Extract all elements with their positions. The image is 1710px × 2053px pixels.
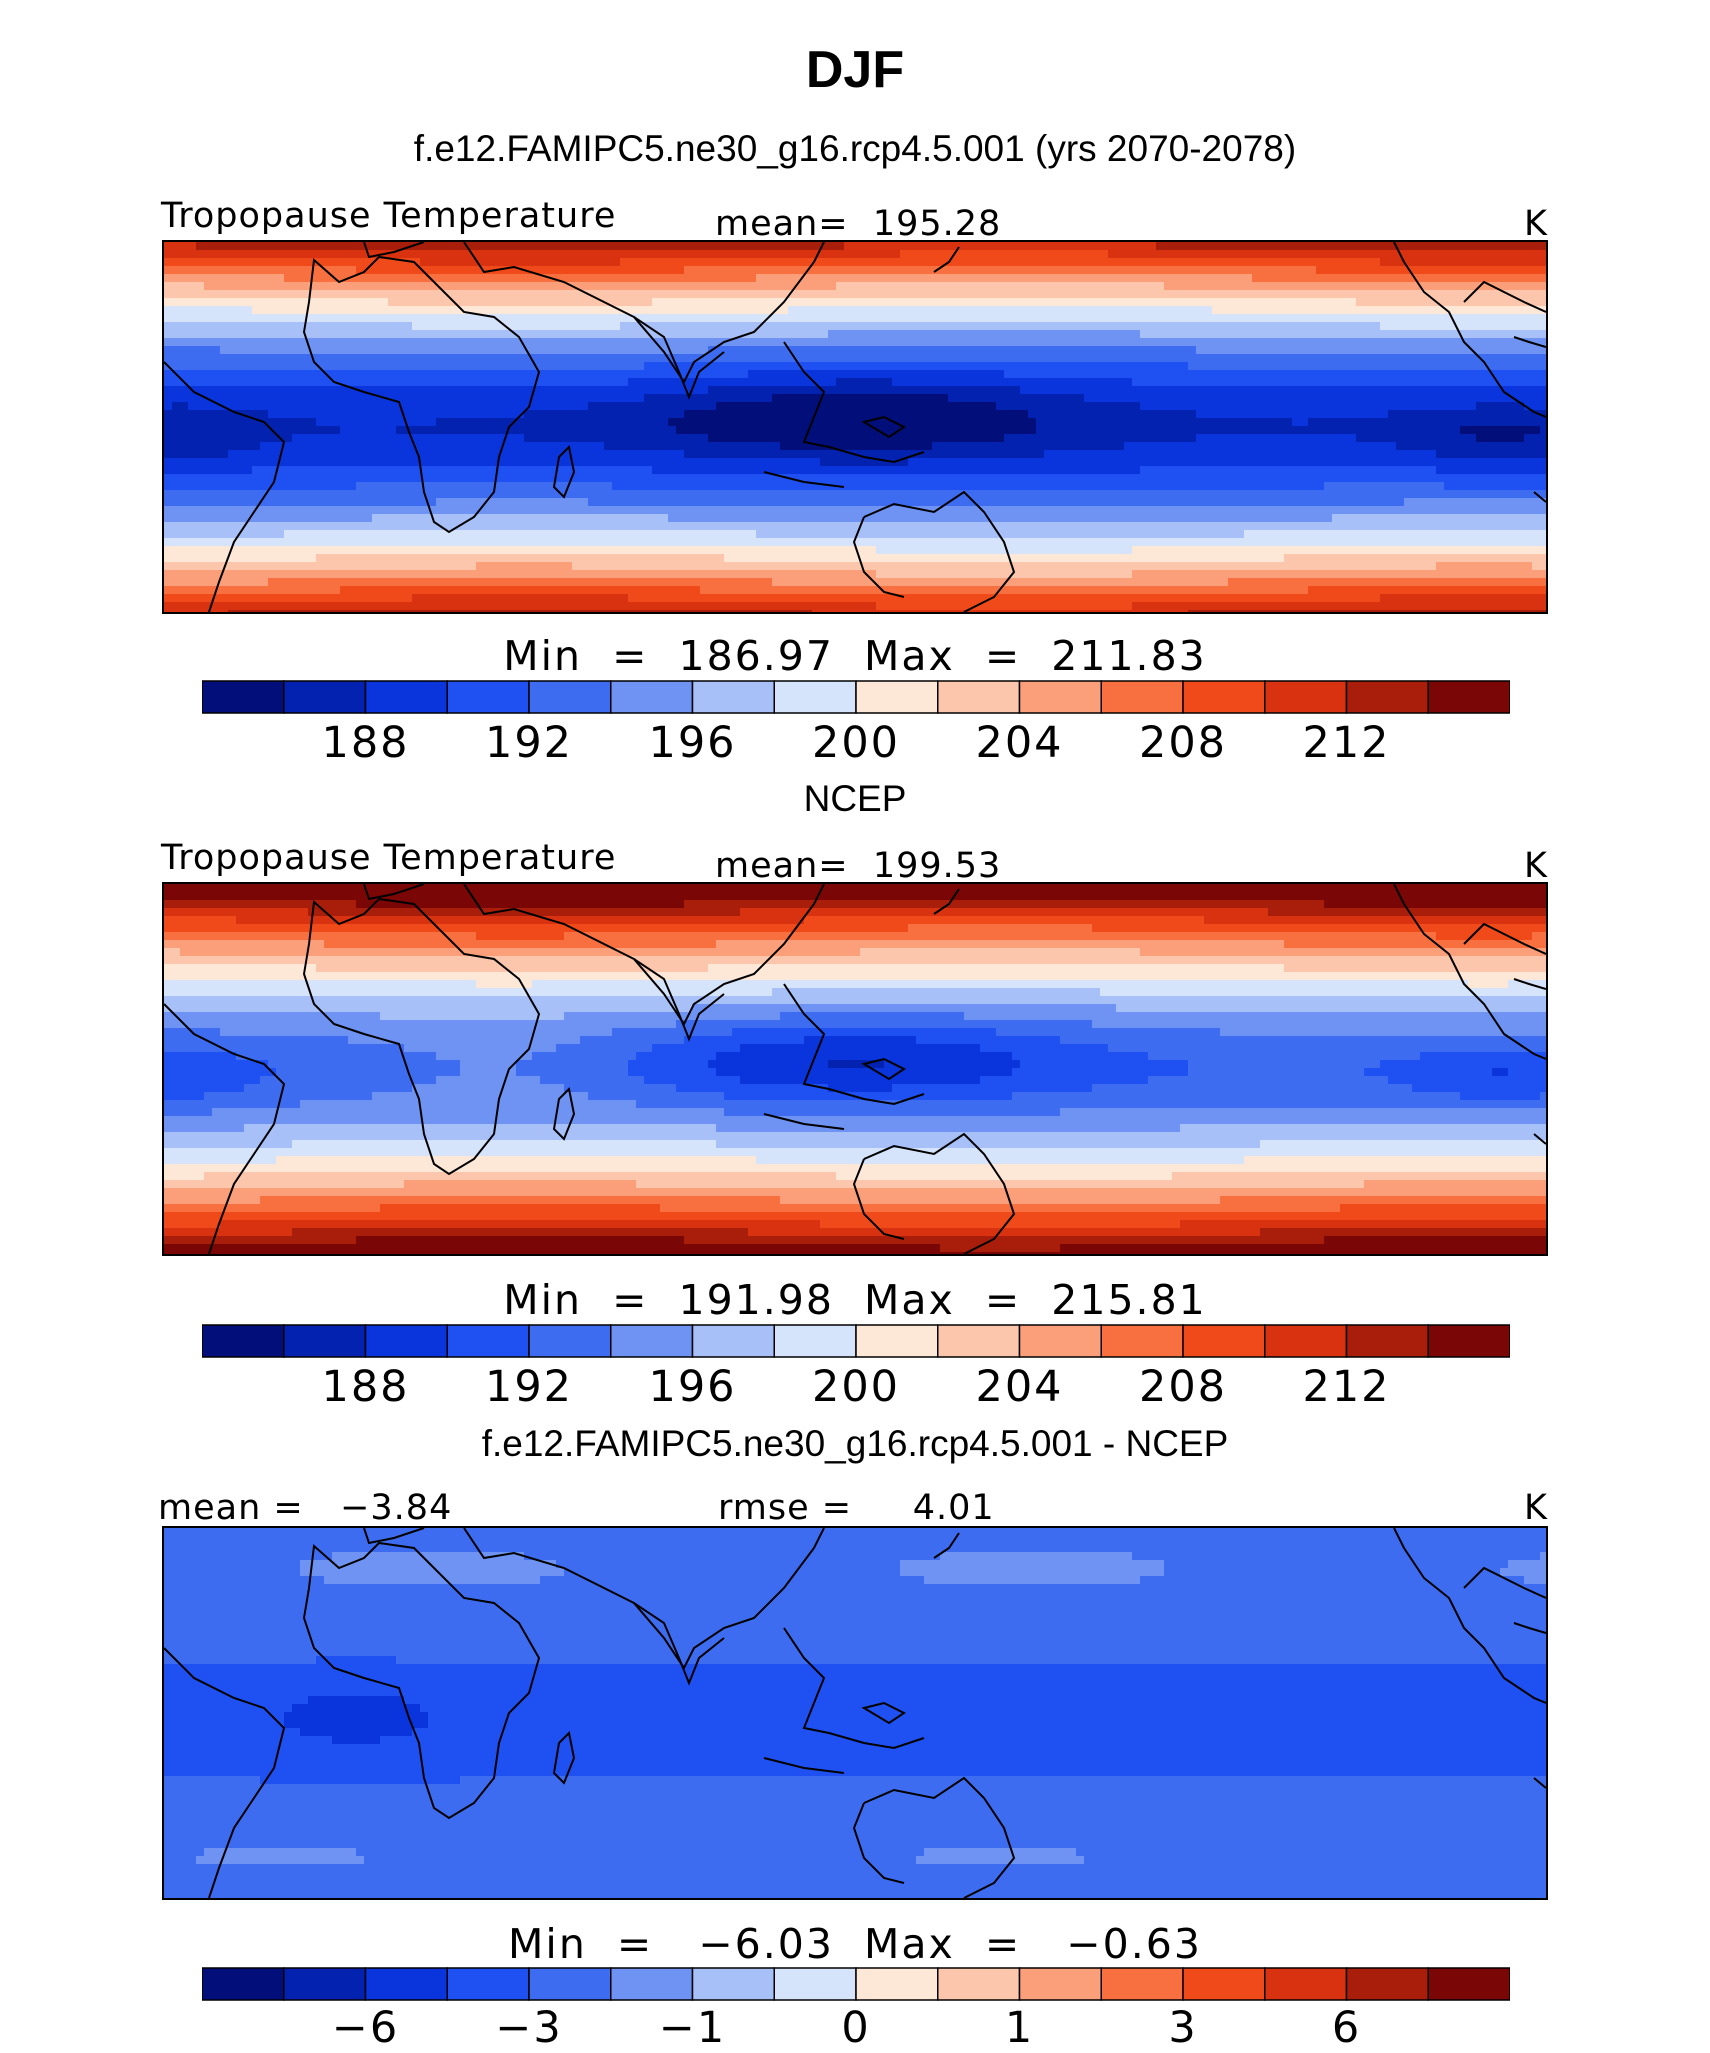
colorbar-swatch — [611, 1325, 693, 1357]
colorbar-swatch — [1428, 1968, 1510, 2000]
colorbar-swatch — [938, 1325, 1020, 1357]
colorbar-tick-label: 208 — [1139, 718, 1227, 768]
colorbar-swatch — [856, 1325, 938, 1357]
colorbar-tick-label: −1 — [659, 2003, 726, 2053]
panel-2-units: K — [1524, 846, 1548, 886]
colorbar-tick-label: 212 — [1302, 1362, 1390, 1412]
panel-2-heading: NCEP — [0, 778, 1710, 820]
colorbar-tick-label: 192 — [485, 1362, 573, 1412]
colorbar-swatch — [856, 1968, 938, 2000]
colorbar-swatch — [693, 1968, 775, 2000]
colorbar-tick-label: 6 — [1332, 2003, 1361, 2053]
colorbar-swatch — [366, 681, 448, 713]
colorbar-swatch — [284, 1968, 366, 2000]
colorbar-swatch — [693, 681, 775, 713]
colorbar-swatch — [1101, 1968, 1183, 2000]
colorbar-tick-label: 212 — [1302, 718, 1390, 768]
colorbar-swatch — [1347, 1325, 1429, 1357]
panel-1-minmax: Min = 186.97 Max = 211.83 — [0, 632, 1710, 680]
colorbar-tick-label: 1 — [1005, 2003, 1034, 2053]
colorbar-tick-label: 208 — [1139, 1362, 1227, 1412]
colorbar-swatch — [1347, 1968, 1429, 2000]
colorbar-tick-label: 192 — [485, 718, 573, 768]
colorbar-swatch — [774, 1325, 856, 1357]
colorbar-swatch — [1020, 1968, 1102, 2000]
colorbar-swatch — [202, 1325, 284, 1357]
colorbar-swatch — [856, 681, 938, 713]
colorbar-swatch — [1265, 681, 1347, 713]
colorbar-tick-label: 3 — [1168, 2003, 1197, 2053]
colorbar-tick-label: 204 — [975, 1362, 1063, 1412]
colorbar-tick-label: 196 — [648, 718, 736, 768]
panel-1-variable-label: Tropopause Temperature — [161, 196, 616, 236]
panel-3-heading: f.e12.FAMIPC5.ne30_g16.rcp4.5.001 - NCEP — [0, 1423, 1710, 1465]
panel-3-rmse-label: rmse = 4.01 — [718, 1488, 995, 1528]
colorbar-swatch — [529, 1325, 611, 1357]
colorbar-swatch — [611, 681, 693, 713]
panel-3-map — [162, 1526, 1548, 1900]
colorbar-swatch — [1101, 681, 1183, 713]
panel-3-minmax: Min = −6.03 Max = −0.63 — [0, 1920, 1710, 1968]
colorbar-swatch — [366, 1968, 448, 2000]
colorbar-tick-label: −3 — [495, 2003, 562, 2053]
colorbar-swatch — [529, 1968, 611, 2000]
colorbar-tick-label: 200 — [812, 718, 900, 768]
colorbar-swatch — [1347, 681, 1429, 713]
panel-1-colorbar — [202, 680, 1510, 714]
colorbar-swatch — [284, 681, 366, 713]
colorbar-swatch — [774, 681, 856, 713]
panel-1-map — [162, 240, 1548, 614]
colorbar-swatch — [1101, 1325, 1183, 1357]
colorbar-tick-label: −6 — [332, 2003, 399, 2053]
panel-2-minmax: Min = 191.98 Max = 215.81 — [0, 1276, 1710, 1324]
colorbar-swatch — [938, 1968, 1020, 2000]
colorbar-swatch — [529, 681, 611, 713]
colorbar-swatch — [1428, 1325, 1510, 1357]
colorbar-swatch — [693, 1325, 775, 1357]
panel-3-units: K — [1524, 1488, 1548, 1528]
colorbar-swatch — [366, 1325, 448, 1357]
colorbar-swatch — [447, 1325, 529, 1357]
colorbar-swatch — [447, 1968, 529, 2000]
colorbar-swatch — [774, 1968, 856, 2000]
panel-2-colorbar — [202, 1324, 1510, 1358]
panel-2-mean-label: mean= 199.53 — [715, 846, 1001, 886]
colorbar-swatch — [447, 681, 529, 713]
panel-1-mean-label: mean= 195.28 — [715, 204, 1001, 244]
panel-2-map — [162, 882, 1548, 1256]
colorbar-swatch — [202, 1968, 284, 2000]
figure-title: DJF — [0, 40, 1710, 100]
colorbar-swatch — [1183, 681, 1265, 713]
colorbar-tick-label: 204 — [975, 718, 1063, 768]
colorbar-tick-label: 188 — [321, 1362, 409, 1412]
colorbar-swatch — [1265, 1325, 1347, 1357]
colorbar-swatch — [202, 681, 284, 713]
colorbar-swatch — [1428, 681, 1510, 713]
panel-3-mean-label: mean = −3.84 — [158, 1488, 452, 1528]
panel-1-units: K — [1524, 204, 1548, 244]
colorbar-tick-label: 196 — [648, 1362, 736, 1412]
panel-3-colorbar — [202, 1967, 1510, 2001]
colorbar-swatch — [1020, 1325, 1102, 1357]
colorbar-tick-label: 0 — [841, 2003, 870, 2053]
colorbar-swatch — [938, 681, 1020, 713]
colorbar-swatch — [1183, 1325, 1265, 1357]
colorbar-swatch — [611, 1968, 693, 2000]
colorbar-swatch — [1183, 1968, 1265, 2000]
colorbar-swatch — [1265, 1968, 1347, 2000]
panel-1-heading: f.e12.FAMIPC5.ne30_g16.rcp4.5.001 (yrs 2… — [0, 128, 1710, 170]
panel-2-variable-label: Tropopause Temperature — [161, 838, 616, 878]
colorbar-swatch — [1020, 681, 1102, 713]
colorbar-swatch — [284, 1325, 366, 1357]
colorbar-tick-label: 200 — [812, 1362, 900, 1412]
colorbar-tick-label: 188 — [321, 718, 409, 768]
